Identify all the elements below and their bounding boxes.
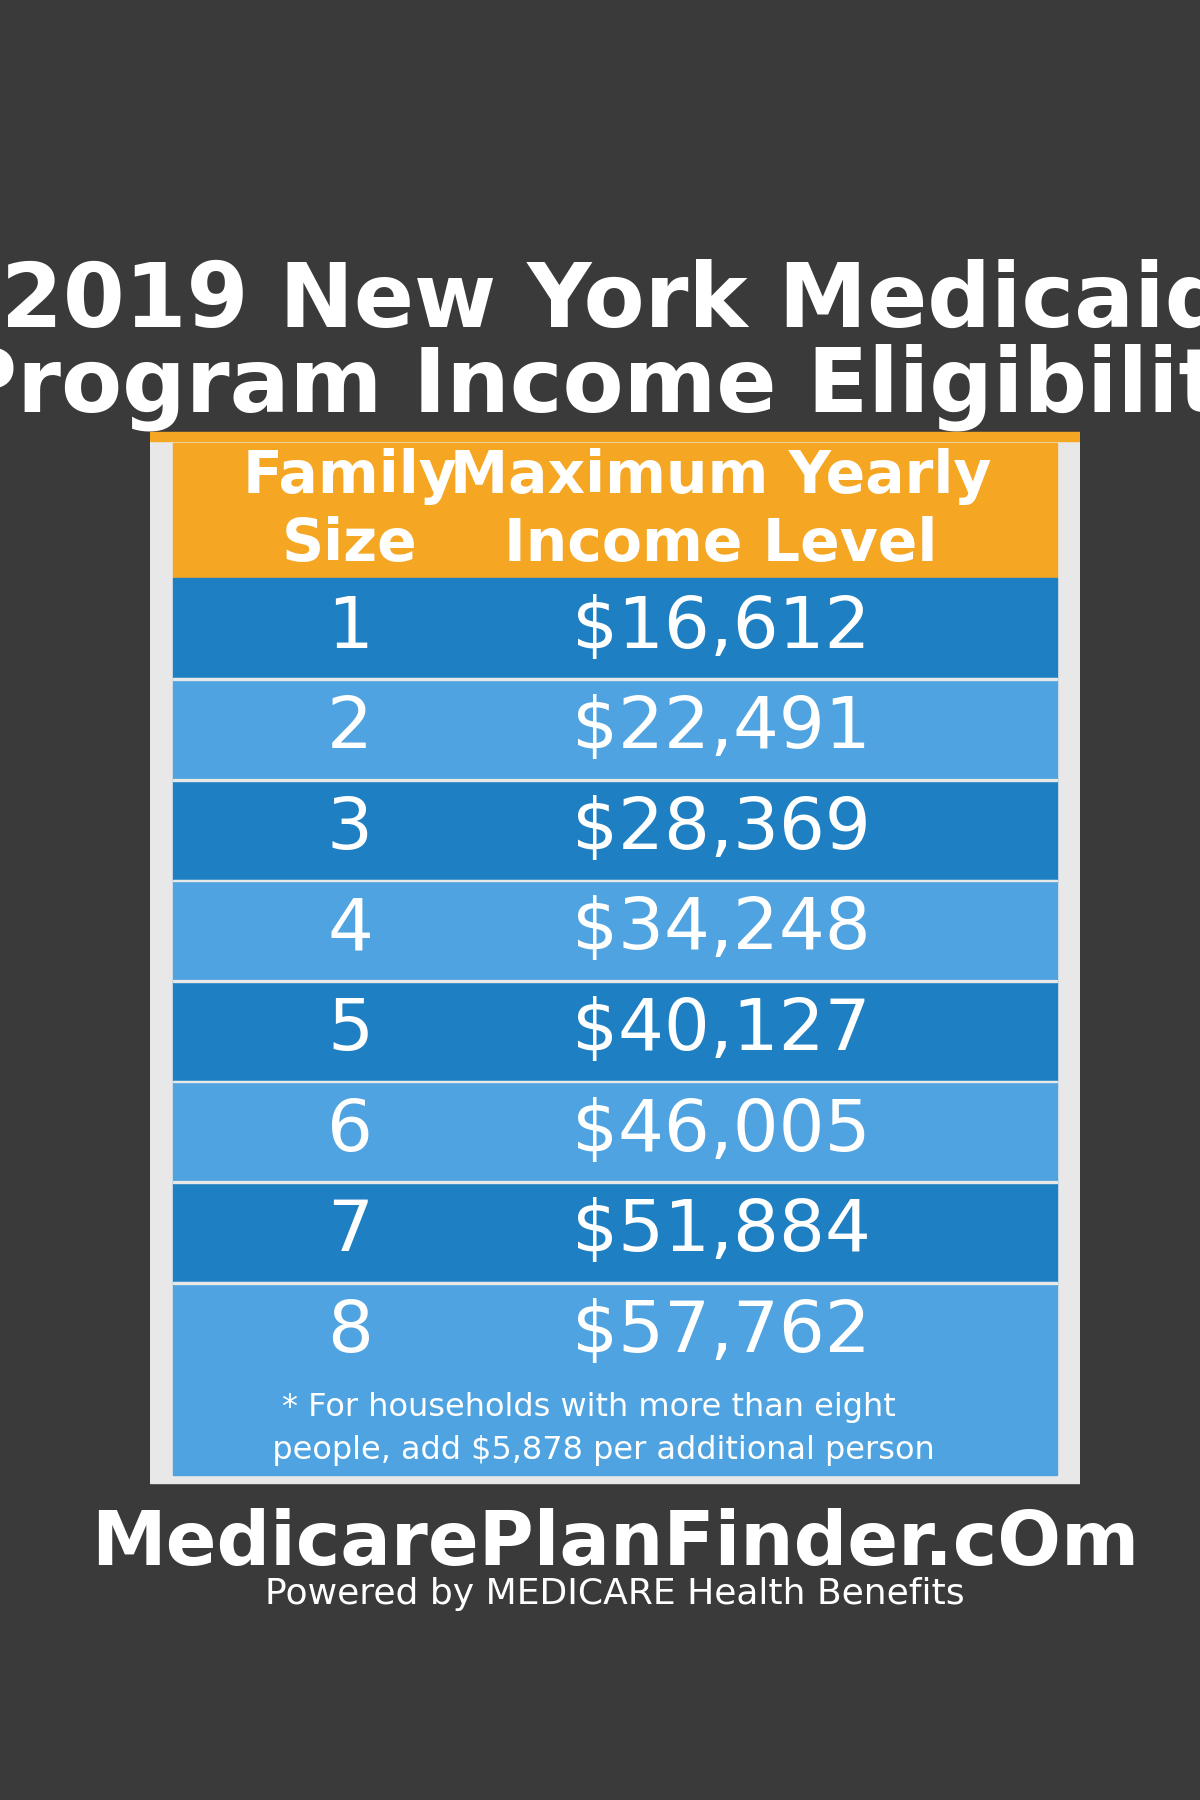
Text: $28,369: $28,369: [571, 796, 870, 864]
Text: * For households with more than eight
   people, add $5,878 per additional perso: * For households with more than eight pe…: [242, 1391, 935, 1465]
Bar: [150, 436, 1080, 1483]
Text: $22,491: $22,491: [571, 695, 870, 763]
Text: 7: 7: [328, 1197, 373, 1265]
Text: Maximum Yearly
Income Level: Maximum Yearly Income Level: [450, 448, 991, 572]
Bar: [173, 880, 1057, 981]
Text: 5: 5: [326, 995, 373, 1066]
Text: 4: 4: [328, 895, 373, 965]
Bar: [150, 432, 1080, 441]
Text: 1: 1: [328, 594, 373, 662]
Text: 2: 2: [326, 695, 373, 763]
Bar: [173, 1181, 1057, 1282]
Text: 8: 8: [326, 1298, 373, 1366]
Text: $34,248: $34,248: [571, 895, 870, 965]
Text: 3: 3: [326, 796, 373, 864]
Text: MedicarePlanFinder.cOm: MedicarePlanFinder.cOm: [91, 1508, 1139, 1580]
Bar: [173, 578, 1057, 679]
Text: Powered by MEDICARE Health Benefits: Powered by MEDICARE Health Benefits: [265, 1577, 965, 1611]
Bar: [150, 1490, 1080, 1602]
Bar: [173, 1382, 1057, 1474]
Bar: [173, 779, 1057, 880]
Bar: [173, 1080, 1057, 1181]
Text: 2019 New York Medicaid: 2019 New York Medicaid: [1, 259, 1200, 346]
Bar: [173, 1282, 1057, 1382]
Bar: [150, 216, 1080, 436]
Text: $40,127: $40,127: [571, 995, 870, 1066]
Text: $51,884: $51,884: [571, 1197, 870, 1265]
Text: $16,612: $16,612: [571, 594, 870, 662]
Bar: [173, 981, 1057, 1080]
Text: Program Income Eligibility: Program Income Eligibility: [0, 344, 1200, 430]
Text: $46,005: $46,005: [571, 1096, 870, 1166]
Bar: [173, 679, 1057, 779]
Text: $57,762: $57,762: [571, 1298, 870, 1366]
Bar: [173, 443, 1057, 578]
Text: Family
Size: Family Size: [242, 448, 457, 572]
Text: 6: 6: [328, 1096, 373, 1166]
